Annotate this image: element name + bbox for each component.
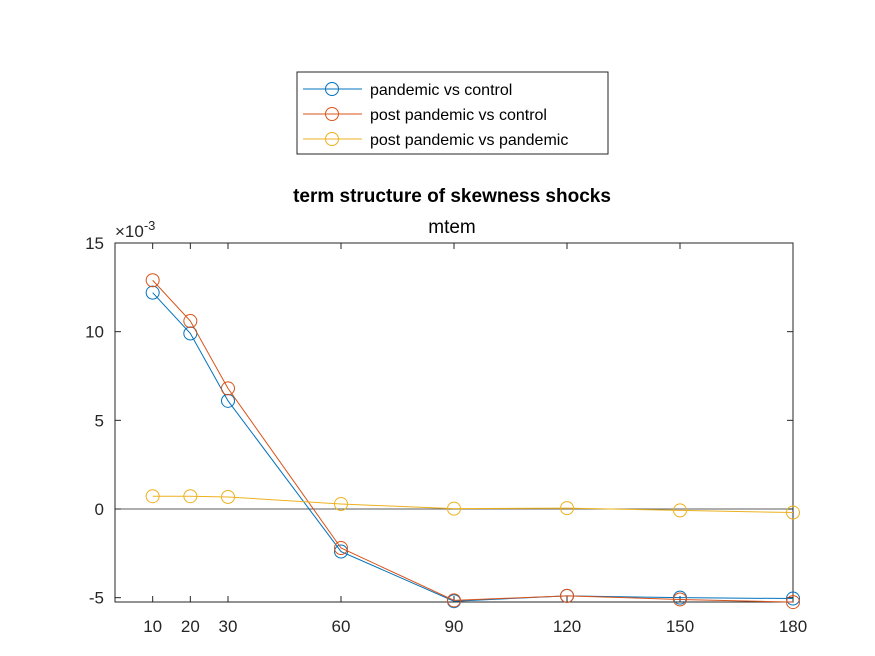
x-tick-label: 90: [445, 617, 464, 636]
data-point: [786, 595, 800, 610]
plot-area: 10 20 30 60 90 120 150 180 -5 0 5 10 15: [85, 234, 807, 636]
chart-subtitle: mtem: [428, 217, 476, 238]
legend-label: post pandemic vs control: [370, 107, 547, 124]
data-point: [183, 314, 198, 329]
data-point: [145, 273, 160, 288]
data-point: [221, 489, 235, 504]
data-point: [334, 541, 348, 556]
data-point: [673, 592, 687, 607]
x-tick-label: 150: [666, 617, 694, 636]
data-point: [786, 591, 800, 606]
data-point: [673, 503, 687, 518]
y-exponent-label: ×10-3: [115, 218, 155, 241]
data-point: [560, 501, 574, 516]
data-point: [221, 393, 235, 408]
legend-marker: [325, 82, 339, 96]
svg-text:×10-3: ×10-3: [115, 218, 155, 241]
legend-marker: [325, 132, 339, 146]
data-point: [221, 381, 235, 396]
y-tick-label: 15: [85, 234, 104, 253]
legend-marker: [325, 107, 339, 121]
legend-label: post pandemic vs pandemic: [370, 132, 568, 149]
series-line: [152, 279, 794, 603]
x-tick-label: 20: [181, 617, 200, 636]
x-tick-label: 10: [143, 617, 162, 636]
legend-box: [296, 71, 609, 155]
y-tick-label: 0: [95, 500, 104, 519]
x-tick-label: 120: [553, 617, 581, 636]
legend: pandemic vs control post pandemic vs cont…: [296, 71, 609, 155]
y-tick-label: 5: [95, 411, 104, 430]
data-point: [145, 489, 160, 504]
x-tick-label: 30: [219, 617, 238, 636]
x-tick-label: 60: [332, 617, 351, 636]
data-point: [334, 497, 348, 512]
data-point: [560, 588, 574, 603]
x-tick-label: 180: [779, 617, 807, 636]
y-exponent-power: -3: [144, 218, 156, 233]
data-point: [447, 501, 461, 516]
axes-box: [114, 242, 794, 603]
data-point: [145, 285, 160, 300]
data-point: [183, 489, 198, 504]
data-point: [786, 505, 800, 520]
y-exponent-base: ×10: [115, 222, 144, 241]
y-tick-label: 10: [85, 323, 104, 342]
series-line: [152, 292, 794, 602]
legend-label: pandemic vs control: [370, 82, 512, 99]
chart-title: term structure of skewness shocks: [293, 186, 611, 207]
data-point: [447, 593, 461, 608]
y-tick-label: -5: [89, 589, 104, 608]
